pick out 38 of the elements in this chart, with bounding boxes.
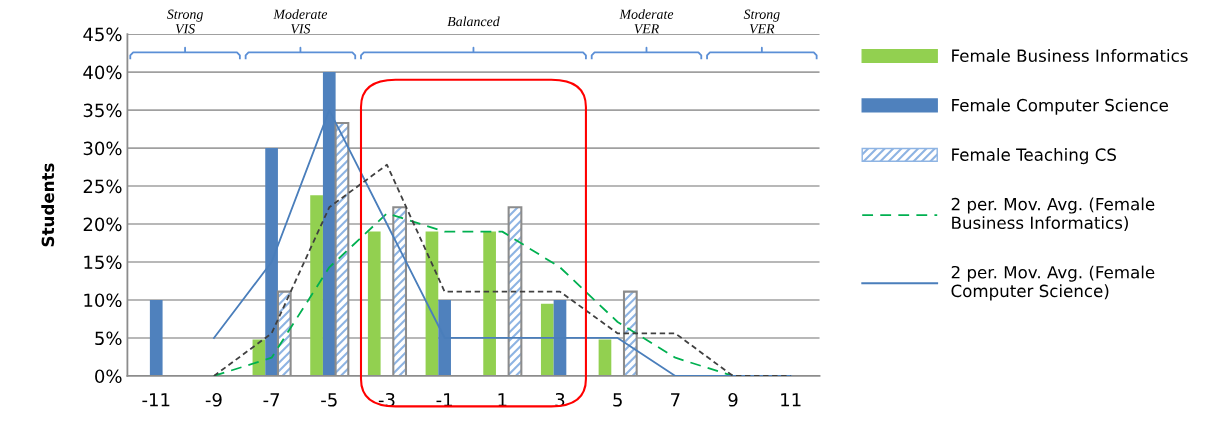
x-tick-label: 7 bbox=[671, 393, 680, 407]
x-tick-label: -11 bbox=[142, 393, 170, 407]
bar bbox=[367, 231, 381, 376]
x-tick-label: -7 bbox=[263, 393, 280, 407]
y-tick-label: 25% bbox=[83, 179, 122, 194]
y-axis-title: Students bbox=[41, 163, 55, 247]
legend-label: Female Business Informatics bbox=[952, 49, 1188, 62]
text: Moderate VER bbox=[619, 9, 674, 34]
y-tick-label: 10% bbox=[84, 293, 122, 308]
x-tick-label: 11 bbox=[781, 393, 801, 407]
bar bbox=[540, 303, 554, 376]
text: Moderate VIS bbox=[273, 9, 328, 34]
y-tick-label: 5% bbox=[95, 331, 122, 346]
y-tick-label: 20% bbox=[83, 217, 122, 232]
text: Strong VER bbox=[743, 9, 780, 34]
x-tick-label: 9 bbox=[728, 392, 738, 407]
text: Balanced bbox=[447, 16, 500, 27]
legend-label: Female Teaching CS bbox=[952, 148, 1116, 165]
x-tick-label: -9 bbox=[205, 392, 222, 407]
x-tick-label: -5 bbox=[321, 393, 337, 407]
bar bbox=[598, 339, 612, 376]
text: Strong VIS bbox=[166, 9, 203, 34]
y-tick-label: 0% bbox=[95, 369, 122, 384]
legend-label: 2 per. Mov. Avg. (Female Business Informatics) bbox=[951, 197, 1155, 232]
x-tick-label: -1 bbox=[436, 393, 452, 407]
bar bbox=[149, 299, 163, 376]
line-series bbox=[213, 163, 792, 376]
y-tick-label: 35% bbox=[83, 103, 122, 118]
x-tick-label: 1 bbox=[498, 393, 507, 407]
legend-label: 2 per. Mov. Avg. (Female Computer Science) bbox=[951, 265, 1155, 301]
x-tick-label: 5 bbox=[613, 393, 622, 407]
legend-label: Female Computer Science bbox=[952, 98, 1168, 115]
y-tick-label: 30% bbox=[83, 141, 122, 156]
y-tick-label: 15% bbox=[84, 255, 122, 270]
bar bbox=[310, 195, 323, 376]
y-tick-label: 45% bbox=[83, 27, 122, 42]
bar bbox=[483, 231, 496, 376]
y-tick-label: 40% bbox=[83, 65, 122, 80]
